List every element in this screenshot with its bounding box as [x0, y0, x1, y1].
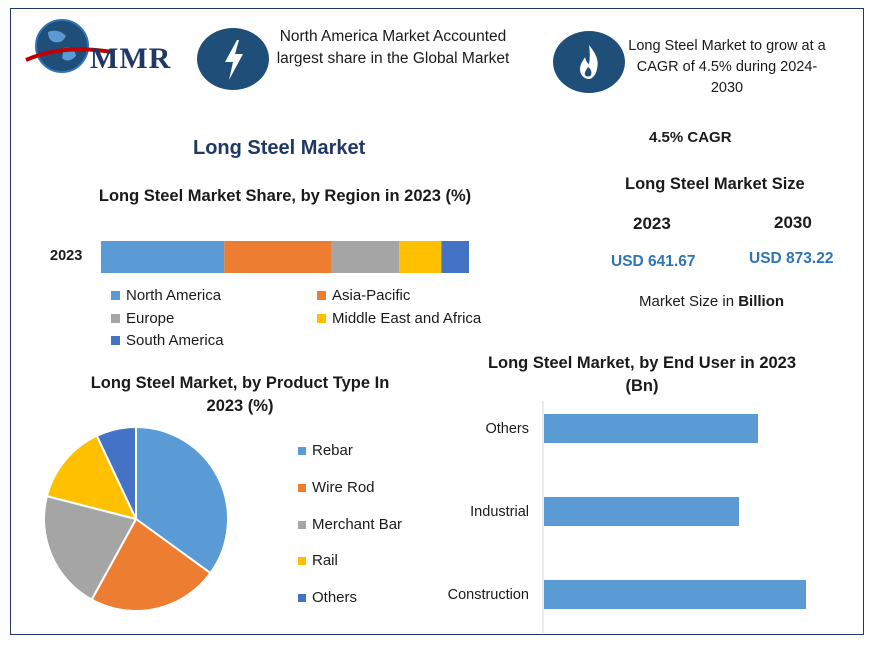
legend-swatch	[298, 520, 306, 529]
page-title: Long Steel Market	[193, 137, 366, 159]
logo-text: MMR	[90, 42, 172, 75]
pie-legend-rebar: Rebar	[298, 442, 353, 459]
legend-swatch	[111, 291, 120, 300]
lightning-icon-circle	[197, 28, 269, 90]
pie-legend-others: Others	[298, 589, 357, 606]
globe-icon	[25, 19, 113, 73]
region-chart-title: Long Steel Market Share, by Region in 20…	[98, 187, 472, 205]
market-size-title: Long Steel Market Size	[625, 175, 805, 193]
region-legend-middle-east-africa: Middle East and Africa	[317, 310, 481, 327]
region-legend-europe: Europe	[111, 310, 174, 327]
legend-swatch	[317, 314, 326, 323]
pie-legend-merchant-bar: Merchant Bar	[298, 516, 402, 533]
pie-slice-rebar	[135, 425, 229, 575]
legend-swatch	[111, 314, 120, 323]
cagr-label: 4.5% CAGR	[649, 129, 732, 146]
infographic-frame	[10, 8, 864, 635]
pie-legend-rail: Rail	[298, 552, 338, 569]
legend-label: South America	[126, 332, 224, 349]
end-user-bar-construction	[544, 580, 806, 609]
end-user-category-label: Others	[485, 421, 529, 437]
flame-icon	[580, 45, 598, 79]
region-bar-segment-2	[331, 241, 400, 273]
market-size-value-2023: USD 641.67	[611, 253, 696, 270]
legend-label: Rebar	[312, 442, 353, 459]
legend-swatch	[298, 593, 306, 602]
market-size-note: Market Size in Billion	[639, 293, 784, 310]
end-user-category-label: Construction	[448, 587, 529, 603]
legend-label: Europe	[126, 310, 175, 327]
market-size-note-unit: Billion	[738, 293, 785, 310]
pie-slice-wire-rod	[90, 517, 212, 612]
legend-swatch	[298, 483, 306, 492]
legend-label: Middle East and Africa	[332, 310, 482, 327]
region-legend-asia-pacific: Asia-Pacific	[317, 287, 410, 304]
region-legend-north-america: North America	[111, 287, 221, 304]
market-size-note-prefix: Market Size in	[639, 293, 739, 310]
market-size-value-2030: USD 873.22	[749, 250, 834, 267]
region-legend-south-america: South America	[111, 332, 224, 349]
legend-label: Merchant Bar	[312, 516, 403, 533]
region-bar-segment-4	[441, 241, 469, 273]
end-user-bar-chart: Others Industrial Construction	[448, 401, 806, 633]
pie-legend-wire-rod: Wire Rod	[298, 479, 375, 496]
legend-swatch	[298, 446, 306, 455]
region-bar-segment-1	[224, 241, 331, 273]
region-chart-category-label: 2023	[50, 248, 83, 264]
pie-slice-merchant-bar	[43, 494, 138, 601]
callout-cagr: Long Steel Market to grow at a CAGR of 4…	[628, 38, 826, 96]
callout-north-america: North America Market Accounted largest s…	[276, 28, 510, 67]
region-bar-segment-0	[101, 241, 225, 273]
region-bar-segment-3	[399, 241, 442, 273]
legend-swatch	[317, 291, 326, 300]
end-user-bar-others	[544, 414, 758, 443]
end-user-category-label: Industrial	[470, 504, 529, 520]
end-user-bar-industrial	[544, 497, 739, 526]
region-stacked-bar-chart	[101, 241, 469, 273]
market-size-year-2023: 2023	[633, 214, 671, 233]
legend-label: Rail	[312, 552, 338, 569]
flame-icon-circle	[553, 31, 625, 93]
lightning-icon	[225, 40, 243, 80]
legend-label: Wire Rod	[312, 479, 375, 496]
product-type-pie-chart	[43, 425, 229, 612]
end-user-chart-title: Long Steel Market, by End User in 2023 (…	[487, 354, 797, 395]
legend-label: Asia-Pacific	[332, 287, 411, 304]
logo: MMR	[18, 14, 188, 80]
product-chart-title: Long Steel Market, by Product Type In 20…	[90, 374, 390, 415]
pie-slice-rail	[45, 434, 138, 521]
market-size-year-2030: 2030	[774, 213, 812, 232]
legend-swatch	[111, 336, 120, 345]
legend-label: Others	[312, 589, 358, 606]
legend-label: North America	[126, 287, 222, 304]
pie-slice-others	[95, 425, 137, 520]
legend-swatch	[298, 556, 306, 565]
